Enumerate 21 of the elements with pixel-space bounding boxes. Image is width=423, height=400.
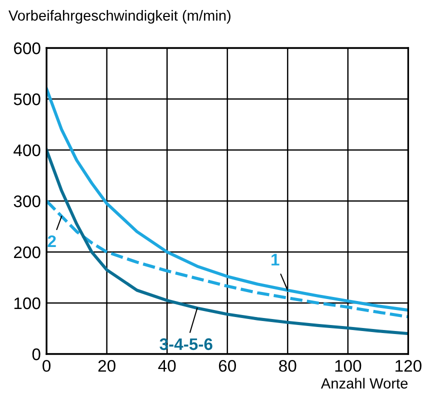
x-tick-label: 20	[98, 360, 116, 372]
x-tick-label: 0	[42, 360, 51, 372]
series-label: 1	[272, 254, 280, 266]
x-tick-label: 80	[279, 360, 296, 372]
y-tick-label: 300	[14, 195, 40, 208]
y-tick-label: 0	[32, 348, 40, 360]
y-tick-label: 100	[14, 297, 40, 310]
y-tick-label: 600	[14, 42, 40, 54]
line-series	[46, 148, 408, 336]
y-tick-label: 400	[14, 144, 40, 156]
x-tick-label: 100	[335, 360, 362, 372]
x-tick-label: 120	[396, 360, 422, 372]
line-series	[46, 87, 408, 312]
x-tick-label: 60	[218, 360, 236, 372]
x-axis-title: Anzahl Worte	[320, 378, 408, 389]
x-tick-label: 40	[158, 360, 176, 372]
series-label: 2	[48, 235, 56, 247]
y-tick-label: 500	[14, 93, 40, 106]
y-axis-title: Vorbeifahrgeschwindigkeit (m/min)	[8, 10, 230, 24]
line-series	[46, 199, 408, 318]
y-tick-label: 200	[14, 246, 40, 258]
